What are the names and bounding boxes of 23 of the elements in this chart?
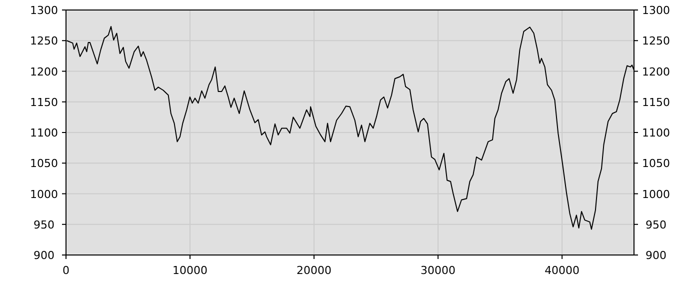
- x-tick-label: 0: [62, 264, 70, 277]
- y-tick-label: 1100: [30, 126, 58, 140]
- y2-tick-label: 1150: [642, 96, 670, 109]
- y-tick-label: 1000: [30, 188, 58, 201]
- y-tick-label: 1250: [30, 34, 58, 48]
- y2-tick-label: 1200: [642, 65, 670, 78]
- y2-tick-label: 1100: [642, 126, 670, 140]
- y-tick-label: 950: [34, 218, 54, 232]
- y2-tick-label: 1050: [642, 157, 670, 170]
- y2-tick-label: 900: [646, 249, 666, 262]
- y2-tick-label: 1300: [642, 4, 670, 17]
- y-tick-label: 900: [34, 249, 54, 262]
- y2-tick-label: 1000: [642, 188, 670, 201]
- y-tick-label: 1300: [30, 4, 58, 17]
- x-tick-label: 10000: [172, 264, 208, 277]
- x-tick-label: 30000: [420, 264, 456, 277]
- y2-tick-label: 1250: [642, 34, 670, 48]
- x-tick-label: 20000: [296, 264, 332, 277]
- y-tick-label: 1150: [30, 96, 58, 109]
- y-tick-label: 1200: [30, 65, 58, 78]
- y-tick-label: 1050: [30, 157, 58, 170]
- y2-tick-label: 950: [646, 218, 666, 232]
- x-tick-label: 40000: [544, 264, 580, 277]
